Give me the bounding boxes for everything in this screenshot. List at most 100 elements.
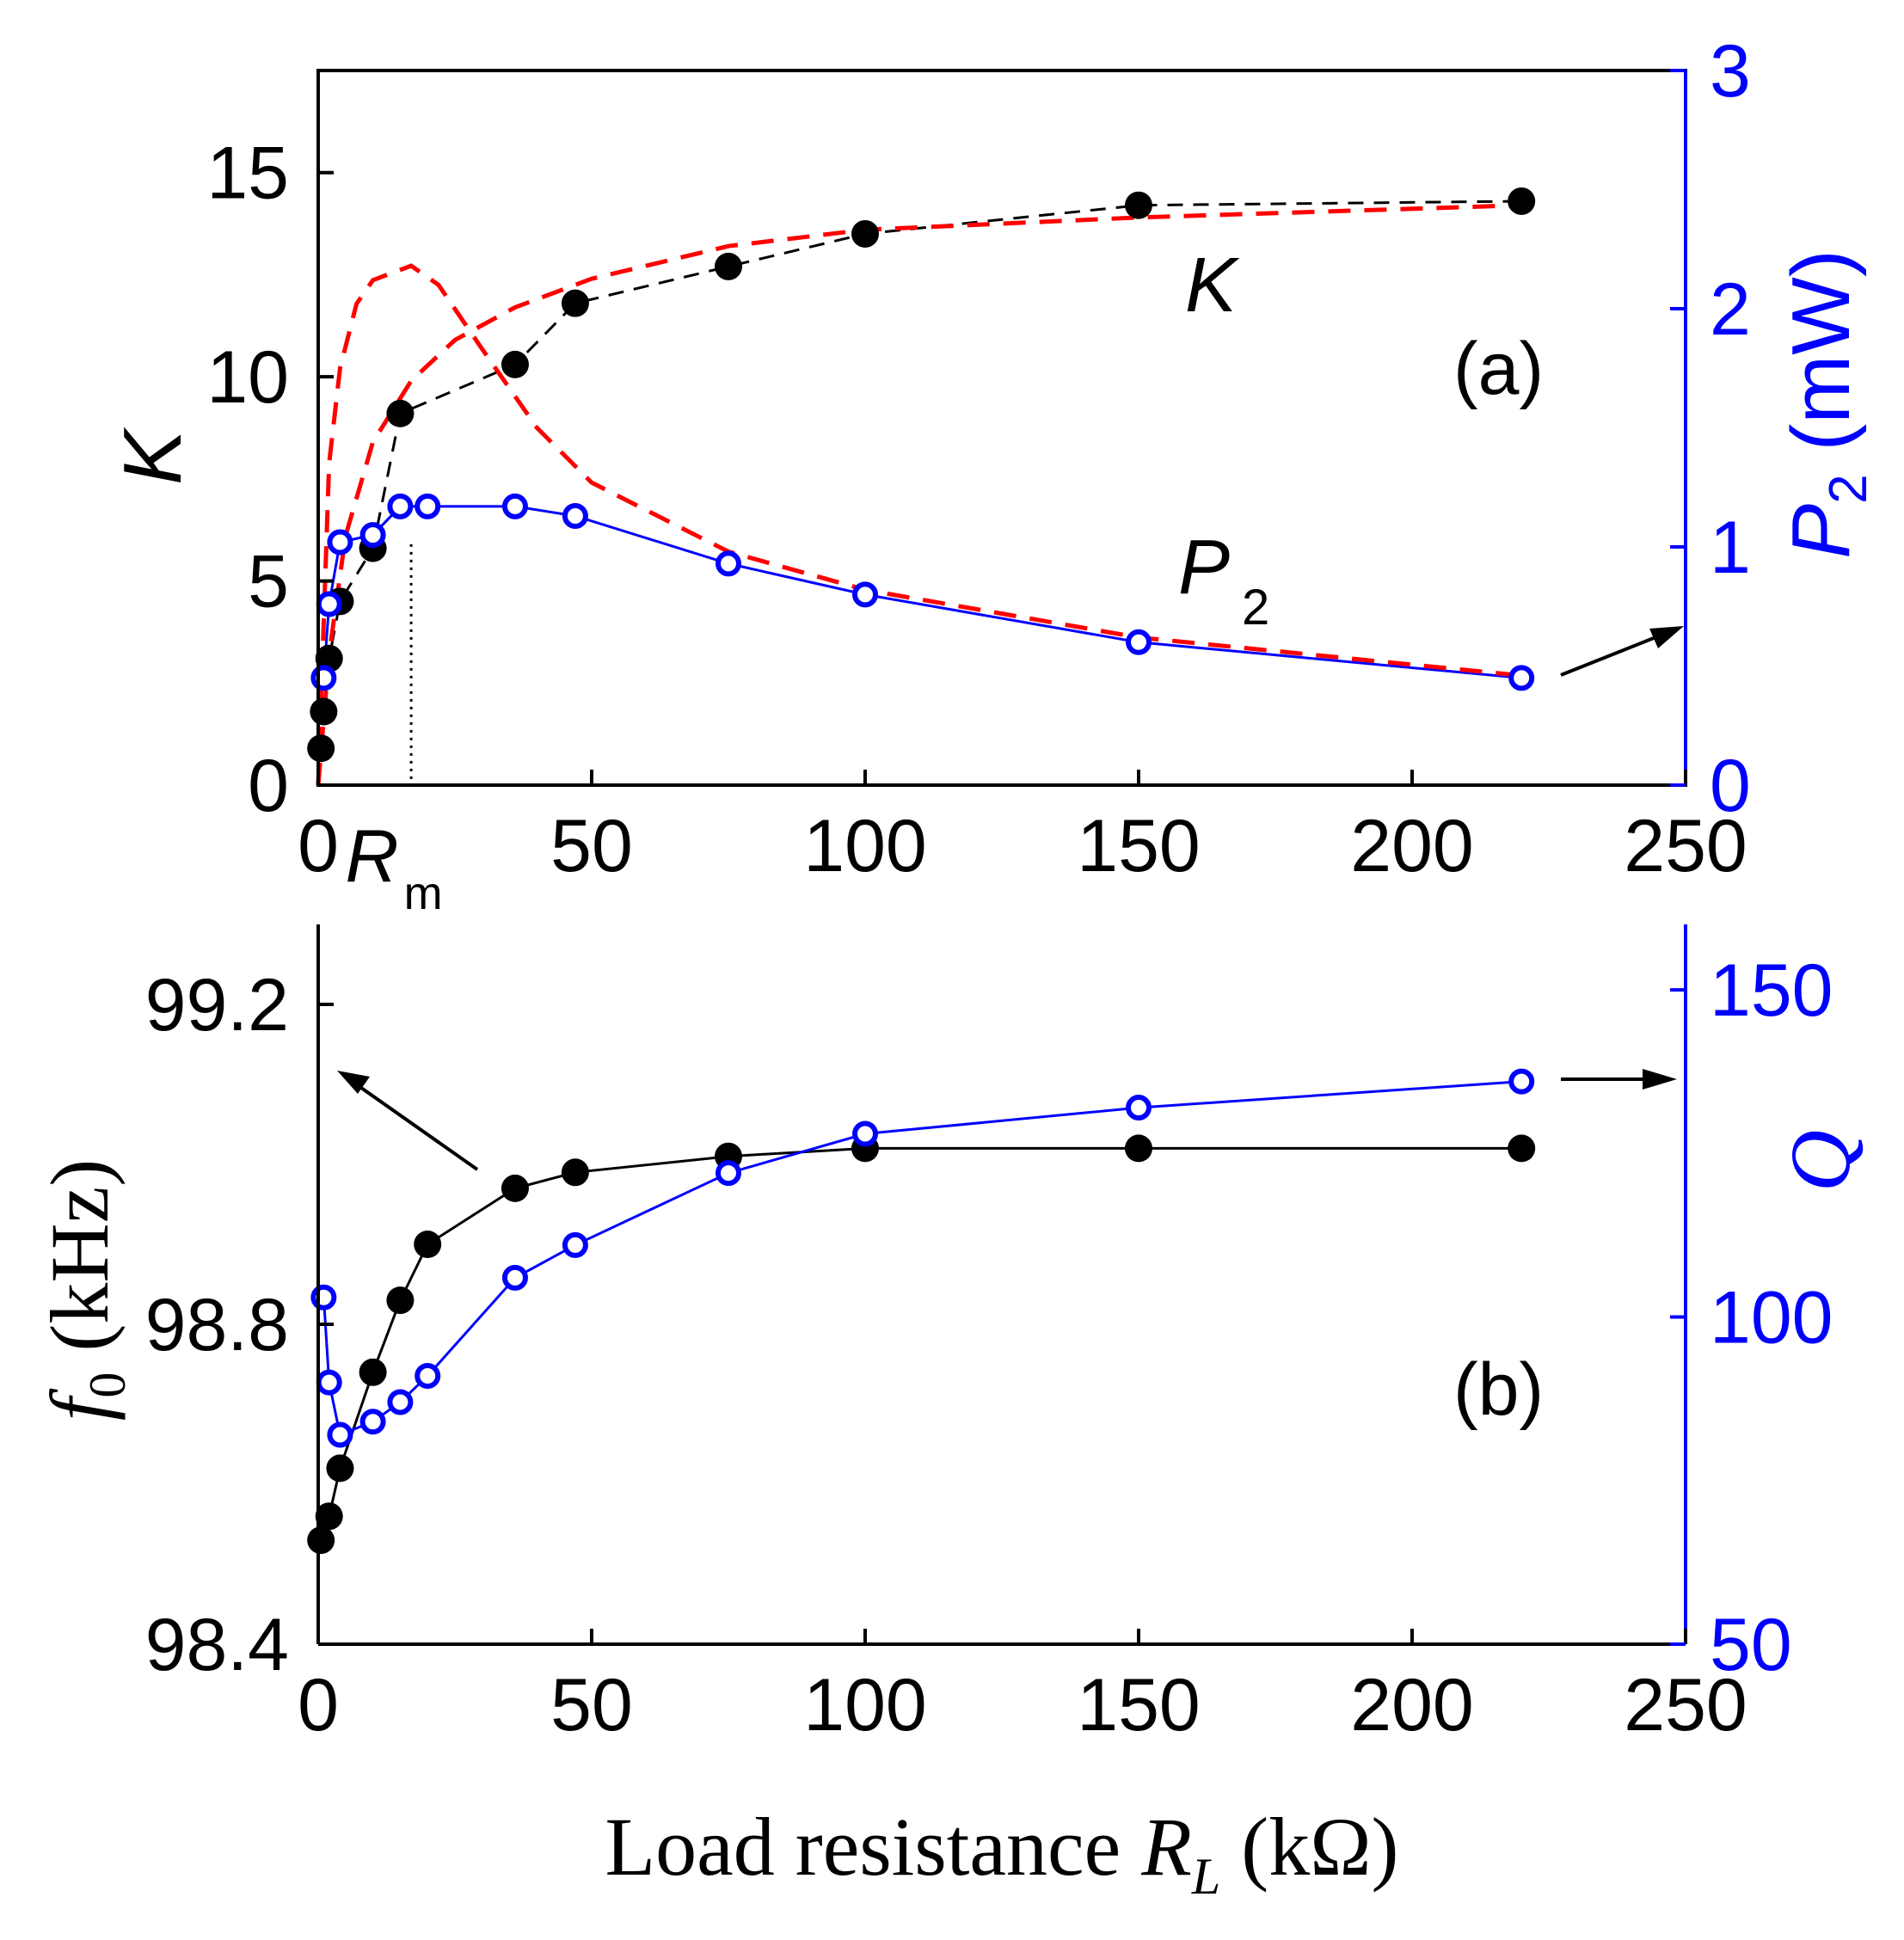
panel-a-ylabel-right: P2 (mW) [1775,249,1878,559]
panel-b-ylabel-left-sub: 0 [79,1372,136,1398]
panel-b-point-q [716,1160,741,1187]
panel-a-frame [316,69,1687,787]
panel-a-arrow [1560,626,1684,677]
panel-b-point-f0 [1125,1134,1152,1163]
panel-a-point-k [386,399,415,427]
panel-b-point-q [387,1389,414,1415]
panel-a-ylabel-right-unit [1775,451,1867,475]
panel-a-point-p2 [1126,629,1152,655]
panel-b-ylabel-left-unit: (kHz) [34,1159,126,1372]
panel-a-curve-K-label: K [1185,242,1240,328]
panel-b: 0 50 100 150 200 250 98.4 98.8 99.2 50 100 150 f0 (… [34,924,1868,1905]
panel-a-point-p2 [316,591,342,617]
panel-b-point-q [562,1231,588,1258]
panel-b-label: (b) [1453,1348,1544,1431]
panel-b-plot [307,1068,1536,1555]
panel-b-xtick-label: 200 [1350,1664,1474,1747]
panel-a-xtick-label: 100 [803,805,927,887]
panel-a-ylabel-left: K [107,427,199,485]
panel-a-ytick-left-label: 10 [206,336,289,419]
panel-b-point-f0 [561,1158,589,1187]
panel-b-point-f0 [1508,1134,1536,1163]
panel-b-xtick-label: 150 [1077,1664,1201,1747]
panel-b-point-f0 [359,1358,387,1386]
panel-b-point-q [415,1363,441,1390]
panel-a-ylabel-right-unit-text: (mW) [1775,249,1867,451]
panel-a-point-p2 [562,502,588,529]
panel-b-xlabel-unit: (kΩ) [1220,1801,1398,1893]
panel-a-point-k [310,697,338,726]
panel-b-xtick-label: 50 [550,1664,633,1747]
panel-b-ticks: 0 50 100 150 200 250 98.4 98.8 99.2 50 100 150 [145,949,1833,1747]
panel-b-xlabel: Load resistance RL (kΩ) [605,1801,1398,1905]
panel-b-arrow-right [1561,1069,1677,1090]
panel-b-point-q [359,1409,386,1435]
panel-a-point-k [1508,187,1536,215]
panel-a-series-p2-theory-line [316,263,1522,786]
panel-b-xtick-label: 250 [1624,1664,1747,1747]
panel-a-curve-P2-var: P [1178,525,1230,611]
panel-a-ytick-left-label: 5 [248,541,289,623]
panel-b-xlabel-main: Load resistance [605,1801,1141,1893]
panel-a-point-k [307,734,335,763]
panel-b-ytick-right-label: 100 [1710,1277,1833,1360]
panel-a-ytick-right-label: 3 [1710,30,1751,113]
panel-b-point-q [1508,1068,1535,1095]
panel-b-ylabel-right: Q [1772,1130,1868,1192]
panel-b-ytick-right-label: 150 [1710,949,1833,1032]
panel-b-point-q [852,1120,878,1147]
panel-b-xlabel-var: R [1140,1801,1192,1893]
panel-b-ytick-left-label: 99.2 [145,964,289,1047]
panel-b-point-q [327,1421,353,1448]
panel-b-ytick-left-label: 98.4 [145,1604,289,1686]
panel-a-point-p2 [501,493,528,519]
panel-a-point-p2 [1508,665,1535,691]
panel-b-ytick-left-label: 98.8 [145,1284,289,1366]
panel-a-xtick-label: 0 [298,805,339,887]
panel-a-xtick-label: 150 [1077,805,1201,887]
panel-b-arrow-left [337,1071,479,1171]
panel-a-plot [307,187,1536,786]
panel-a-point-p2 [716,550,741,577]
panel-a-ytick-right-label: 0 [1710,745,1751,827]
panel-a-series-p2-line [322,505,1522,679]
panel-a-point-p2 [310,665,337,691]
panel-b-xtick-label: 100 [803,1664,927,1747]
panel-a-ylabel-right-var: P [1775,504,1867,559]
panel-b-point-f0 [501,1174,529,1202]
panel-b-series-q-line [322,1080,1522,1437]
panel-b-xlabel-sub: L [1191,1848,1220,1905]
panel-a-point-k [1125,191,1152,219]
panel-b-point-f0 [315,1502,343,1531]
panel-a-point-p2 [415,493,441,519]
panel-b-series-f0-line [319,1146,1522,1541]
panel-a-xtick-label: 200 [1350,805,1474,887]
panel-a-label: (a) [1453,328,1544,410]
panel-a-ytick-left-label: 0 [248,745,289,827]
panel-a-ylabel-right-sub: 2 [1819,474,1878,503]
panel-a-series-k-theory-line [316,203,1522,786]
panel-b-ylabel-left: f0 (kHz) [34,1159,136,1421]
panel-b-point-f0 [307,1526,335,1555]
panel-a-point-p2 [852,581,878,608]
panel-a-xtick-label: 50 [550,805,633,887]
panel-a-point-k [561,289,589,317]
panel-b-point-q [501,1264,528,1291]
panel-b-point-q [310,1284,337,1311]
panel-a-rm-sub: m [404,868,443,919]
panel-a-xtick-label: 250 [1624,805,1747,887]
panel-a-ytick-right-label: 2 [1710,268,1751,351]
panel-a-point-p2 [387,493,414,519]
panel-b-ytick-right-label: 50 [1710,1604,1792,1686]
panel-b-point-f0 [386,1286,415,1315]
panel-a-rm-var: R [345,815,398,898]
panel-b-point-q [1126,1095,1152,1121]
panel-a-ytick-right-label: 1 [1710,506,1751,589]
panel-a-point-k [851,219,879,248]
panel-a-point-k [715,252,742,280]
